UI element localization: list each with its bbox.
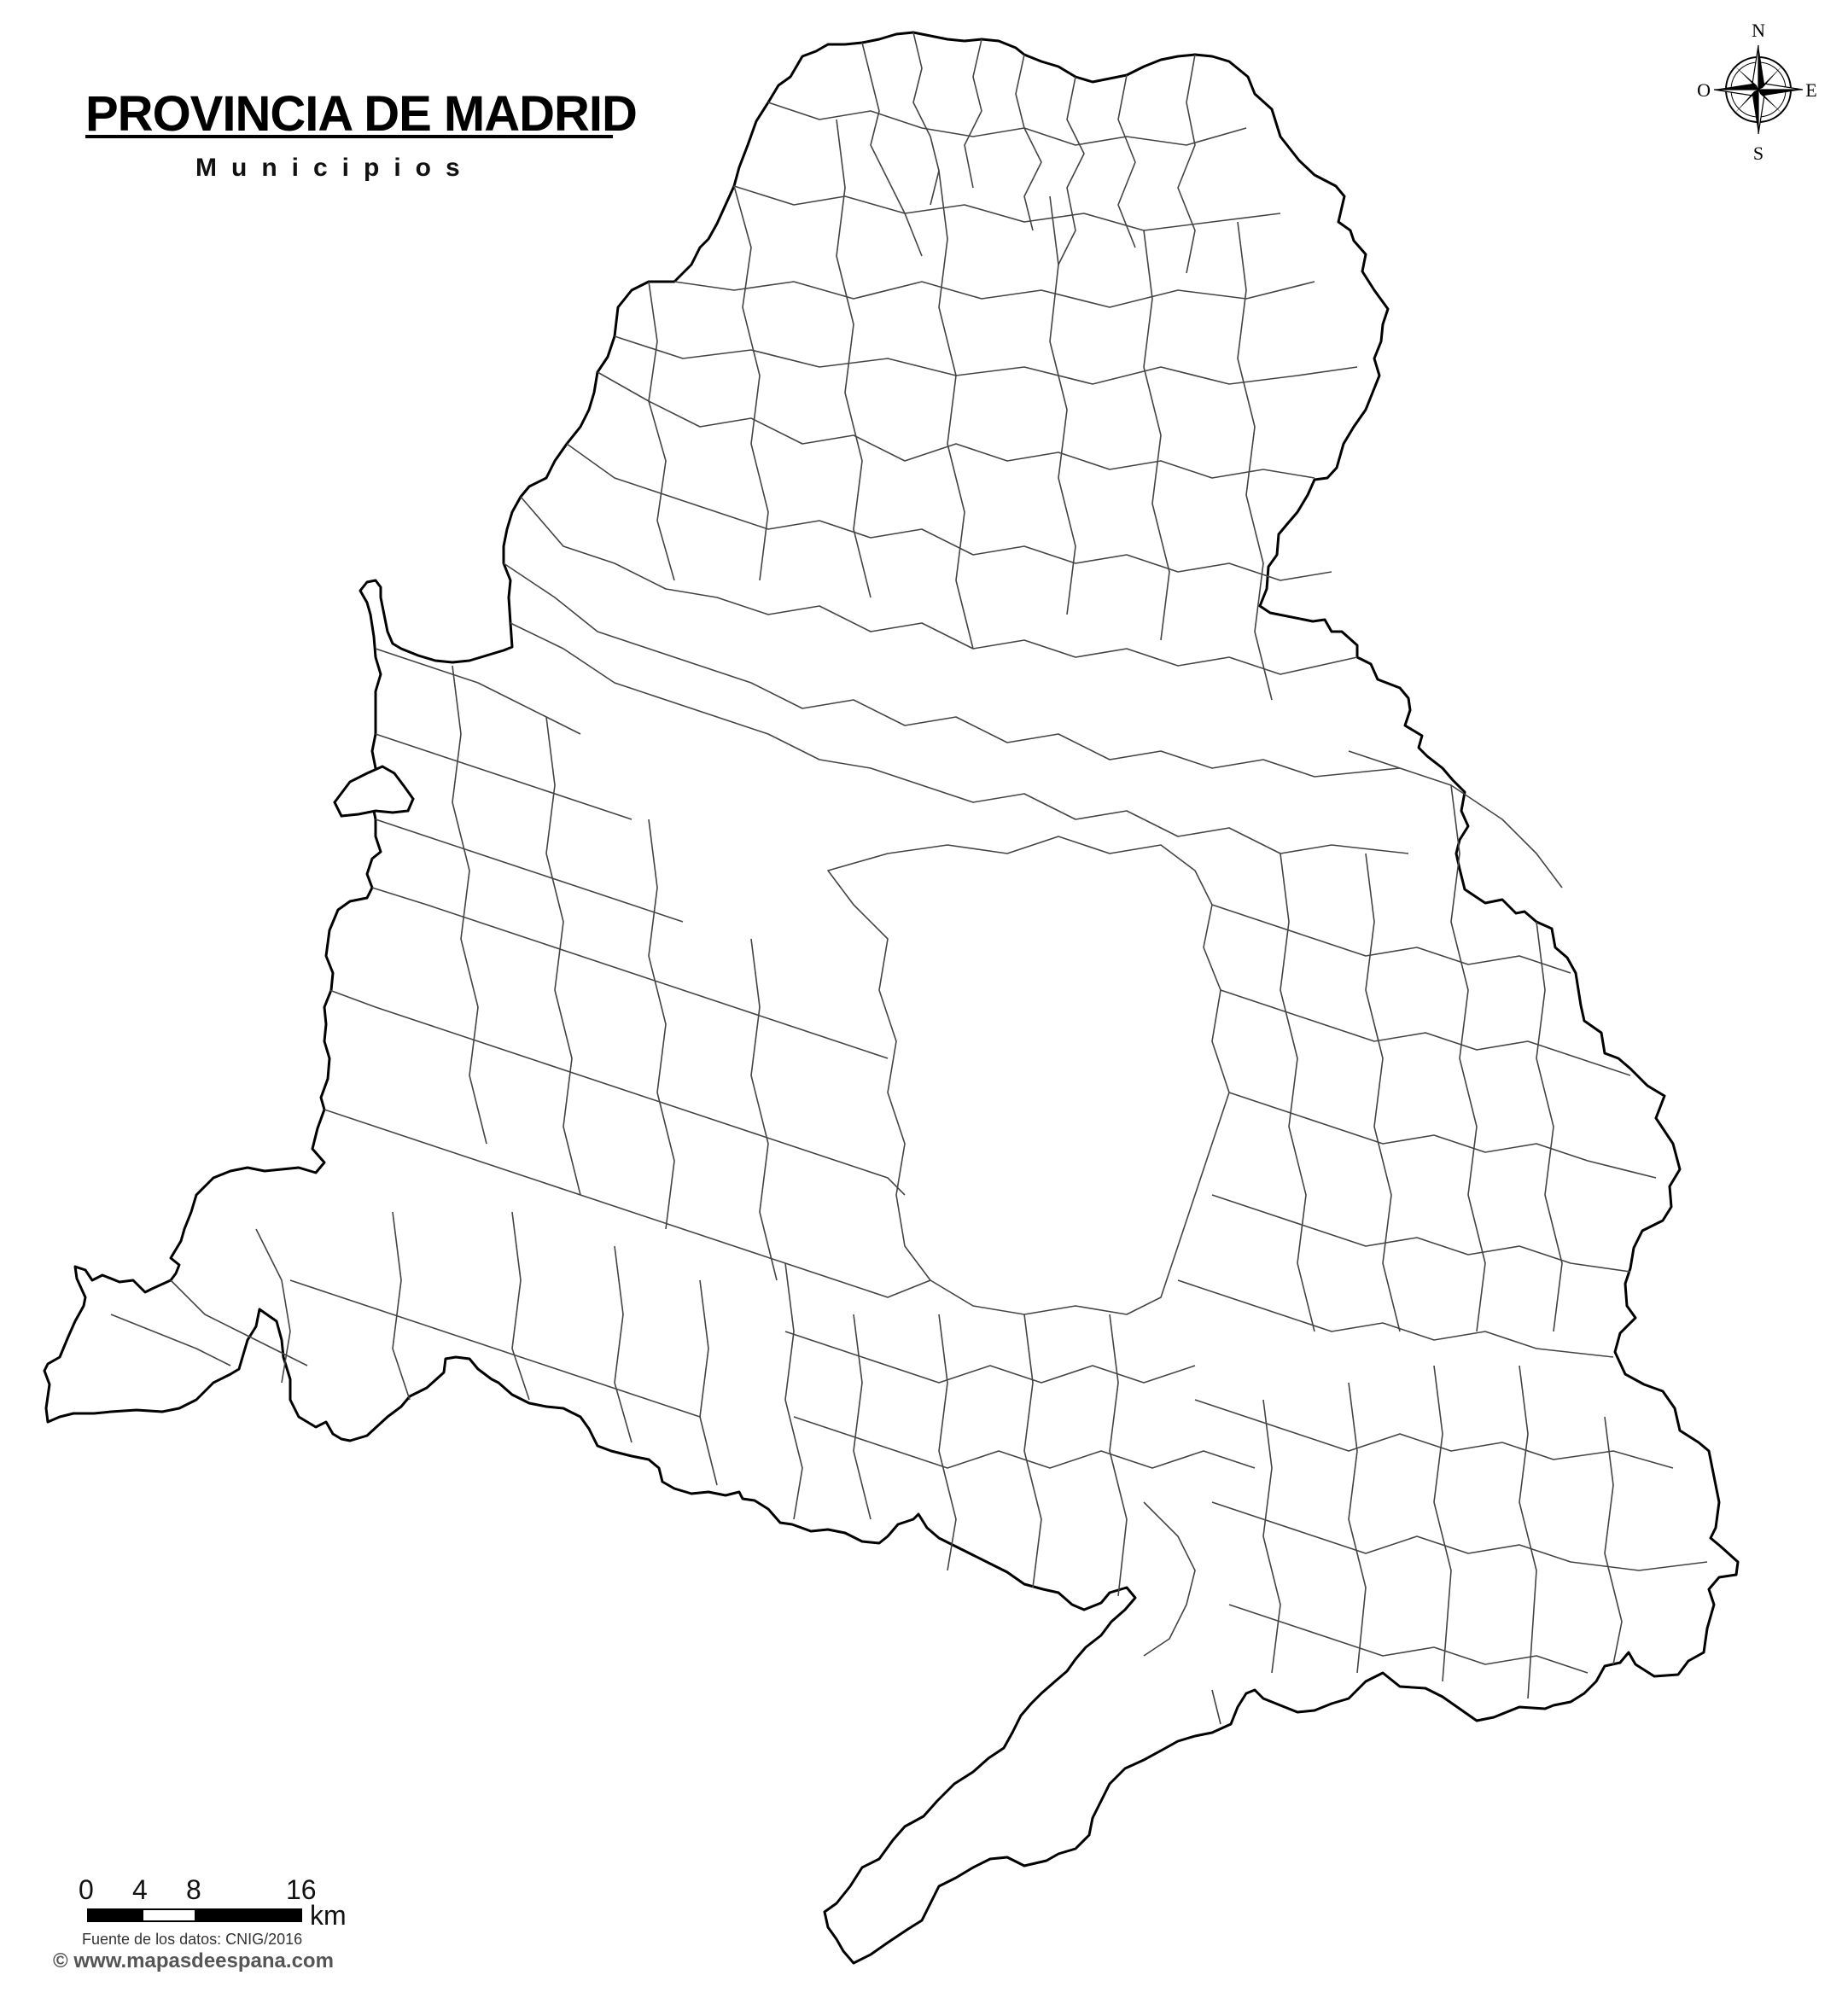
compass-east-label: E	[1805, 79, 1816, 101]
compass-north-label: N	[1752, 20, 1765, 41]
municipal-boundaries	[110, 32, 1708, 1725]
map-subtitle: Municipios	[195, 154, 475, 182]
data-source-note: Fuente de los datos: CNIG/2016	[82, 1931, 303, 1948]
scale-unit-label: km	[310, 1900, 347, 1931]
province-boundary	[43, 31, 1740, 1965]
scale-tick-label: 8	[186, 1874, 201, 1905]
map-title: PROVINCIA DE MADRID	[85, 86, 638, 142]
compass-rose: N S E O	[1697, 20, 1817, 164]
scale-segment-dark	[195, 1908, 302, 1922]
title-underline	[85, 135, 613, 138]
scale-segment-dark	[87, 1908, 143, 1922]
scale-segment-light	[142, 1908, 196, 1922]
compass-west-label: O	[1697, 79, 1711, 101]
compass-south-label: S	[1753, 143, 1763, 164]
scale-tick-label: 0	[79, 1874, 94, 1905]
enclave-boundary	[333, 765, 415, 818]
scale-tick-label: 4	[132, 1874, 148, 1905]
scale-tick-label: 16	[286, 1874, 317, 1905]
website-credit: © www.mapasdeespana.com	[53, 1949, 334, 1972]
